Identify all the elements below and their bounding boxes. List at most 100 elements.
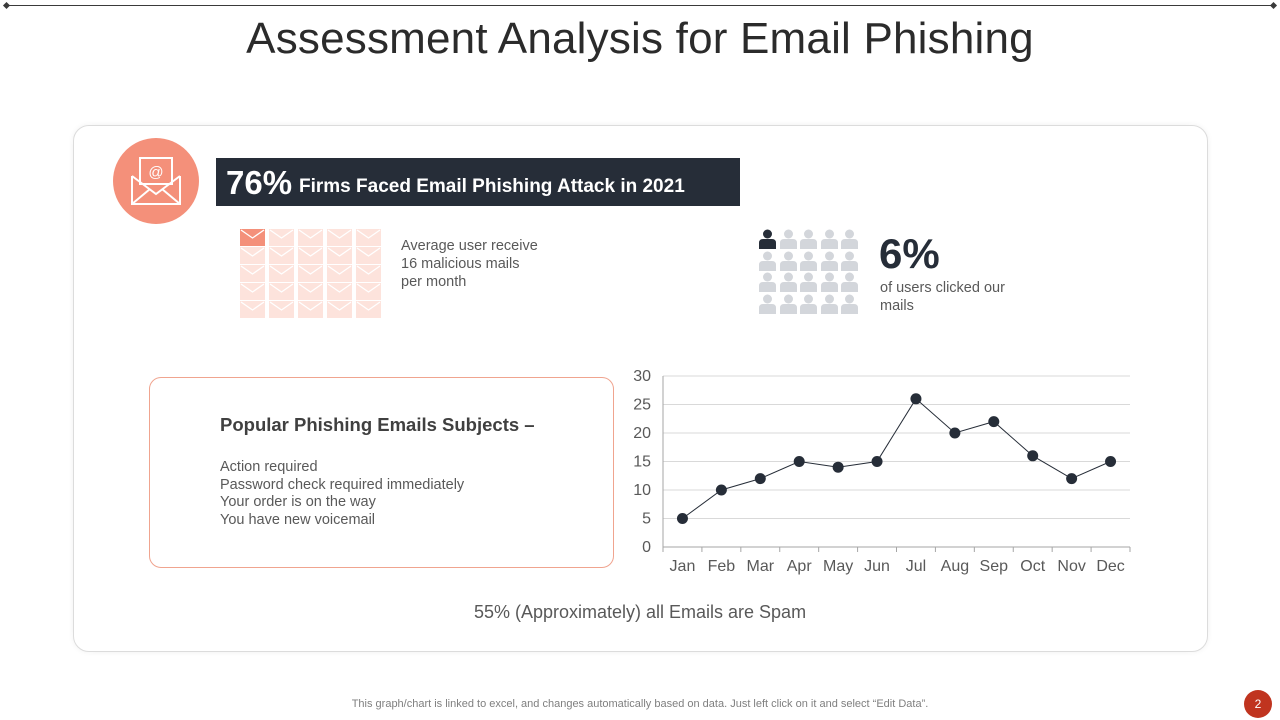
y-tick-label: 25 — [633, 397, 651, 414]
subjects-box — [149, 377, 614, 568]
clicked-percent: 6% — [879, 230, 940, 277]
subject-item: Password check required immediately — [220, 476, 465, 493]
envelope-icon — [327, 301, 352, 318]
data-point — [1027, 450, 1039, 462]
envelope-icon — [356, 301, 381, 318]
data-point — [715, 484, 727, 496]
footer-note: This graph/chart is linked to excel, and… — [351, 698, 929, 710]
envelope-icon — [298, 301, 323, 318]
x-tick-label: Oct — [1020, 558, 1045, 575]
subject-item: Your order is on the way — [220, 494, 376, 510]
person-icon — [800, 294, 817, 314]
person-icon — [779, 294, 797, 314]
person-icon — [820, 294, 838, 314]
person-icon — [759, 272, 776, 292]
envelope-icon — [327, 265, 352, 282]
y-tick-label: 15 — [633, 454, 651, 471]
envelope-icon — [240, 301, 265, 318]
subjects-title: Popular Phishing Emails Subjects – — [220, 414, 535, 435]
headline-text: Firms Faced Email Phishing Attack in 202… — [299, 176, 685, 197]
envelope-icon — [240, 265, 265, 282]
top-rule — [2, 1, 1278, 10]
rule-end-left — [2, 1, 11, 10]
series-line — [682, 398, 1111, 519]
subject-item: Action required — [220, 459, 318, 475]
x-tick-label: Nov — [1057, 558, 1085, 575]
envelope-icon — [269, 301, 294, 318]
x-tick-label: Dec — [1096, 558, 1124, 575]
average-mails-text: Average user receive 16 malicious mails … — [401, 238, 538, 290]
data-point — [1066, 473, 1078, 485]
person-icon — [841, 272, 858, 292]
envelope-icon — [327, 283, 352, 300]
envelope-icon — [327, 229, 352, 246]
data-point — [676, 513, 688, 524]
data-point — [793, 456, 805, 467]
email-icon: @ — [131, 157, 181, 205]
clicked-text: of users clicked our mails — [880, 280, 1005, 314]
x-tick-label: Aug — [941, 558, 969, 575]
envelope-icon — [298, 283, 323, 300]
envelope-icon — [298, 247, 323, 264]
email-badge: @ — [113, 138, 199, 224]
data-point — [1105, 456, 1117, 467]
page-number: 2 — [1244, 690, 1272, 718]
person-icon — [820, 229, 838, 249]
x-tick-label: Sep — [980, 558, 1009, 575]
envelope-icon — [356, 229, 381, 246]
person-icon — [820, 251, 838, 271]
headline-percent: 76% — [226, 164, 293, 201]
people-grid — [758, 229, 863, 319]
x-tick-label: Jan — [670, 558, 696, 575]
envelope-icon — [269, 247, 294, 264]
page-title: Assessment Analysis for Email Phishing — [246, 14, 1034, 63]
data-point — [754, 473, 766, 485]
data-point — [949, 427, 961, 439]
y-tick-label: 20 — [633, 425, 651, 442]
monthly-line-chart: 0 5 10 15 20 25 30 Jan Feb Mar Apr May Jun Jul Aug Sep O… — [633, 368, 1131, 575]
y-tick-label: 30 — [633, 368, 651, 385]
person-icon — [759, 229, 776, 249]
spam-note: 55% (Approximately) all Emails are Spam — [473, 602, 807, 622]
envelope-icon — [269, 265, 294, 282]
rule-end-right — [1269, 1, 1278, 10]
data-point — [988, 416, 1000, 428]
person-icon — [779, 229, 797, 249]
person-icon — [841, 294, 858, 314]
x-tick-label: Jul — [906, 558, 926, 575]
person-icon — [800, 272, 817, 292]
data-point — [832, 461, 844, 473]
y-tick-label: 0 — [642, 539, 651, 556]
envelope-icon — [356, 247, 381, 264]
person-icon — [779, 272, 797, 292]
envelope-icon — [356, 283, 381, 300]
person-icon — [759, 294, 776, 314]
person-icon — [841, 251, 858, 271]
headline-banner: 76% Firms Faced Email Phishing Attack in… — [216, 158, 740, 206]
person-icon — [800, 229, 817, 249]
envelope-icon — [298, 265, 323, 282]
envelope-icon — [327, 247, 352, 264]
y-tick-label: 5 — [642, 511, 651, 528]
envelope-icon — [269, 283, 294, 300]
subjects-list: Action required Password check required … — [220, 459, 464, 529]
x-tick-label: Feb — [708, 558, 736, 575]
envelope-icon — [240, 229, 265, 246]
person-icon — [820, 272, 838, 292]
x-tick-label: Mar — [747, 558, 775, 575]
envelope-icon — [298, 229, 323, 246]
person-icon — [800, 251, 817, 271]
envelope-icon — [240, 283, 265, 300]
y-tick-label: 10 — [633, 482, 651, 499]
person-icon — [759, 251, 776, 271]
envelope-icon — [269, 229, 294, 246]
svg-text:@: @ — [148, 164, 163, 181]
x-tick-label: May — [823, 558, 853, 575]
person-icon — [779, 251, 797, 271]
data-point — [910, 393, 922, 405]
person-icon — [841, 229, 858, 249]
envelope-icon — [240, 247, 265, 264]
x-tick-label: Apr — [787, 558, 813, 575]
subject-item: You have new voicemail — [220, 511, 376, 528]
data-point — [871, 456, 883, 467]
